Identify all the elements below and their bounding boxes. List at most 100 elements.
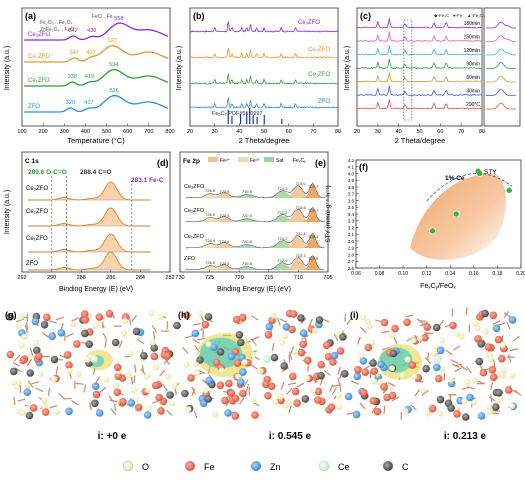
atom: [336, 347, 345, 355]
bond: [13, 354, 21, 362]
atom: [143, 411, 152, 419]
panel-f: (f) STY (mmol·g⁻¹·h⁻¹) FeₓCᵧ/FeOₓ 0.06 0.…: [325, 158, 525, 290]
atom: [404, 356, 411, 363]
atom: [495, 389, 503, 397]
atom: [322, 341, 331, 350]
panel-c-x-tick-label: 60: [437, 129, 443, 135]
atom: [241, 359, 248, 366]
atom: [17, 314, 24, 321]
atom: [19, 356, 27, 365]
atom: [289, 372, 297, 381]
panel-e-x-tick-label: 710: [294, 275, 303, 281]
panel-f-axes: 0.06 0.08 0.10 0.12 0.14 0.16 0.18 0.20 2.6 2.7 2.…: [348, 158, 525, 277]
atom: [75, 371, 82, 378]
atom: [92, 390, 101, 399]
panel-e-peak-label: 712.9: [277, 258, 288, 263]
panel-c-time-label: 90min: [466, 62, 480, 68]
bond: [490, 381, 494, 390]
atom: [57, 329, 66, 337]
atom: [239, 368, 247, 376]
atom: [488, 365, 497, 374]
panel-c-pattern-3: [356, 58, 483, 69]
panel-a-curve-0: [24, 22, 169, 41]
atom: [327, 403, 336, 412]
panel-a-annotation-1: Fe₂O₃→Fe₃O₄: [40, 20, 73, 26]
panel-b-label-ce1: Ce₁ZFO: [308, 72, 330, 78]
atom: [477, 340, 486, 348]
panel-c-pattern-1: [356, 31, 483, 42]
atom: [498, 354, 506, 363]
atom: [37, 370, 44, 377]
atom: [380, 318, 389, 327]
atom: [340, 370, 349, 378]
panel-b-curves: [189, 21, 339, 124]
atom: [402, 408, 409, 415]
panel-e-peak-label: 711.2: [278, 210, 288, 215]
atom: [26, 369, 34, 377]
atom: [267, 382, 276, 391]
atom: [140, 352, 148, 360]
panel-a-curve-1: [24, 45, 169, 63]
bond: [506, 321, 511, 330]
atom: [33, 339, 40, 346]
panel-c-x-tick-label: 40: [396, 129, 402, 135]
atom: [149, 339, 156, 346]
atom: [369, 359, 377, 367]
panel-e-series-label: Ce₃ZFO: [184, 184, 205, 190]
atom: [364, 343, 373, 352]
atom: [239, 389, 247, 398]
panel-a-curves: Ce₃ZFO 342 430 558 Ce₂ZFO 347 427 527 Ce₁ZFO 338 4…: [24, 16, 169, 113]
panel-f-y-tick-label: 4.1: [348, 165, 355, 170]
atom: [234, 373, 241, 380]
panel-e-component: [202, 193, 246, 198]
panel-e-component: [290, 234, 334, 248]
atom: [113, 388, 122, 397]
bond: [493, 359, 496, 368]
panel-e-component: [188, 194, 231, 198]
panel-a-peak-label: 342: [69, 28, 78, 34]
panel-e-envelope-3: [185, 255, 325, 271]
atom: [25, 411, 34, 420]
atom: [304, 356, 312, 365]
bond: [332, 384, 341, 387]
atom: [41, 397, 48, 404]
panel-c-pattern-6: [356, 99, 483, 110]
atom: [204, 395, 213, 403]
atom: [292, 349, 298, 355]
atom: [364, 318, 371, 325]
atom: [408, 361, 417, 369]
bond: [108, 395, 115, 403]
atom: [18, 342, 25, 349]
panel-f-x-tick-label: 0.10: [398, 271, 408, 277]
atom-legend-o-label: O: [142, 462, 149, 472]
bond: [26, 358, 33, 367]
atom: [430, 350, 437, 357]
bond: [192, 323, 201, 326]
atom-legend-fe-icon: [185, 461, 195, 471]
bond: [296, 382, 305, 388]
panel-f-y-tick-label: 2.8: [348, 252, 355, 257]
bond: [329, 384, 334, 393]
panel-d-ylabel: Intensity (a.u.): [4, 190, 11, 234]
atom: [232, 315, 241, 324]
bond: [509, 348, 518, 352]
atom: [486, 403, 493, 410]
atom: [185, 406, 192, 413]
atom: [48, 332, 56, 341]
bond: [47, 387, 51, 397]
atom: [297, 348, 306, 357]
bond: [391, 396, 400, 402]
panel-c: (c) Intensity (a.u.) 2 Theta/degree 20 30…: [344, 7, 521, 145]
panel-a-letter: (a): [25, 11, 36, 21]
panel-f-y-tick-label: 3.5: [348, 205, 355, 210]
atom: [369, 339, 376, 346]
panel-c-zoom-curve: [486, 89, 516, 96]
panel-d-series-ce1: Ce₁ZFO: [26, 236, 48, 242]
atom: [31, 317, 40, 326]
atom: [466, 393, 474, 402]
panel-b-pattern-3: [189, 96, 339, 109]
bond: [130, 376, 134, 385]
atom: [339, 333, 347, 341]
bond: [114, 403, 117, 412]
atom: [153, 364, 160, 371]
